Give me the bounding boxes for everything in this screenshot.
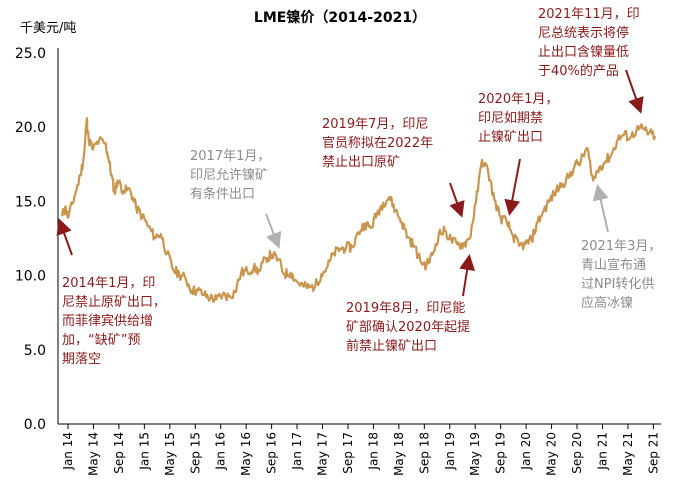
annotation-line: 期落空: [62, 352, 101, 367]
x-tick-label: Jan 17: [290, 432, 304, 471]
annotation-line: 2019年7月，印尼: [322, 117, 428, 132]
x-tick-label: Sep 17: [341, 432, 355, 474]
annotation-a2019jul: 2019年7月，印尼官员称拟在2022年禁止出口原矿: [322, 117, 433, 170]
annotation-line: 应高冰镍: [581, 295, 633, 311]
annotation-line: 印尼允许镍矿: [190, 167, 268, 183]
annotation-line: 加，“缺矿”预: [62, 333, 140, 348]
x-tick-label: Sep 18: [417, 432, 431, 474]
annotation-line: 2021年11月，印: [538, 7, 640, 22]
y-axis-unit: 千美元/吨: [20, 21, 76, 36]
x-tick-label: May 16: [239, 432, 253, 476]
arrow-2021nov: [625, 69, 644, 114]
annotation-line: 2019年8月，印尼能: [346, 301, 465, 316]
annotation-line: 止镍矿出口: [478, 130, 543, 145]
annotation-line: 于40%的产品: [538, 63, 619, 79]
annotation-line: 前禁止镍矿出口: [346, 338, 437, 354]
x-tick-label: Sep 14: [112, 432, 126, 474]
chart-title: LME镍价（2014-2021）: [254, 9, 426, 26]
y-tick-label: 0.0: [24, 417, 46, 433]
annotation-line: 矿部确认2020年起提: [346, 319, 470, 335]
x-tick-label: Sep 21: [646, 432, 660, 474]
arrow-2020: [504, 158, 521, 216]
annotation-line: 2020年1月，: [478, 92, 558, 107]
y-tick-label: 20.0: [15, 120, 46, 136]
series-line-lme-nickel: [60, 117, 657, 303]
x-tick-label: Sep 20: [570, 432, 584, 474]
y-tick-label: 15.0: [15, 194, 46, 210]
x-tick-label: Jan 16: [214, 432, 228, 471]
y-axis-ticks: 0.0 5.0 10.0 15.0 20.0 25.0: [15, 46, 46, 433]
annotation-line: 尼总统表示将停: [538, 25, 629, 41]
annotation-line: 2014年1月，印: [62, 276, 155, 291]
annotation-a2021nov: 2021年11月，印尼总统表示将停止出口含镍量低于40%的产品: [538, 7, 640, 79]
x-axis-ticks: Jan 14 May 14 Sep 14 Jan 15 May 15 Sep 15 Jan …: [61, 424, 660, 476]
x-tick-label: Jan 15: [137, 432, 151, 471]
x-tick-label: May 21: [621, 432, 635, 476]
annotation-line: 官员称拟在2022年: [322, 135, 433, 151]
annotation-a2019aug: 2019年8月，印尼能矿部确认2020年起提前禁止镍矿出口: [346, 301, 470, 354]
annotation-a2020: 2020年1月， 印尼如期禁止镍矿出口: [478, 92, 558, 145]
y-tick-label: 5.0: [24, 343, 46, 359]
x-tick-label: May 15: [163, 432, 177, 476]
x-tick-label: Jan 19: [443, 432, 457, 471]
x-tick-label: Sep 15: [188, 432, 202, 474]
y-tick-label: 10.0: [15, 269, 46, 285]
x-tick-label: May 19: [468, 432, 482, 476]
x-tick-label: May 18: [392, 432, 406, 476]
y-tick-label: 25.0: [15, 46, 46, 62]
x-tick-label: Jan 14: [61, 432, 75, 471]
annotation-line: 2017年1月，: [190, 149, 270, 164]
x-tick-label: May 14: [86, 432, 100, 476]
x-tick-label: May 17: [316, 432, 330, 476]
annotation-arrows: [56, 69, 644, 297]
annotation-line: 青山宣布通: [581, 257, 646, 273]
x-tick-label: Jan 18: [366, 432, 380, 471]
annotation-a2017: 2017年1月， 印尼允许镍矿有条件出口: [190, 149, 270, 202]
arrow-2019aug: [459, 254, 476, 297]
x-tick-label: Sep 16: [265, 432, 279, 474]
x-tick-label: Sep 19: [494, 432, 508, 474]
x-tick-label: Jan 21: [595, 432, 609, 471]
annotation-line: 印尼如期禁: [478, 110, 543, 126]
arrow-2017: [265, 213, 282, 249]
annotations: 2014年1月，印尼禁止原矿出口， 而菲律宾供给增加，“缺矿”预期落空 2017年…: [62, 7, 661, 367]
annotation-line: 禁止出口原矿: [322, 155, 400, 170]
annotation-line: 过NPI转化供: [581, 277, 654, 292]
annotation-line: 有条件出口: [190, 186, 255, 202]
annotation-a2021mar: 2021年3月， 青山宣布通过NPI转化供应高冰镍: [581, 239, 661, 311]
x-tick-label: May 20: [545, 432, 559, 476]
annotation-line: 止出口含镍量低: [538, 44, 629, 60]
annotation-line: 2021年3月，: [581, 239, 661, 254]
arrow-2021mar: [592, 184, 609, 233]
annotation-line: 尼禁止原矿出口，: [62, 295, 166, 310]
annotation-line: 而菲律宾供给增: [62, 313, 153, 329]
arrow-2014: [56, 218, 73, 256]
annotation-a2014: 2014年1月，印尼禁止原矿出口， 而菲律宾供给增加，“缺矿”预期落空: [62, 276, 166, 367]
arrow-2019jul: [449, 182, 465, 218]
x-tick-label: Jan 20: [519, 432, 533, 471]
